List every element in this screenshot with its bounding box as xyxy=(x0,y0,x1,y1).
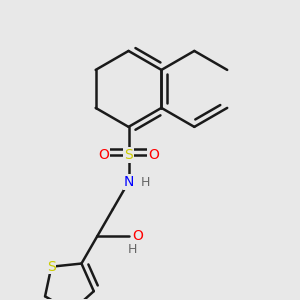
Text: O: O xyxy=(132,230,143,243)
Text: O: O xyxy=(148,148,159,162)
Text: S: S xyxy=(47,260,56,274)
Text: H: H xyxy=(141,176,150,188)
Text: O: O xyxy=(98,148,109,162)
Text: S: S xyxy=(124,148,133,162)
Text: N: N xyxy=(123,175,134,189)
Text: H: H xyxy=(128,243,137,256)
